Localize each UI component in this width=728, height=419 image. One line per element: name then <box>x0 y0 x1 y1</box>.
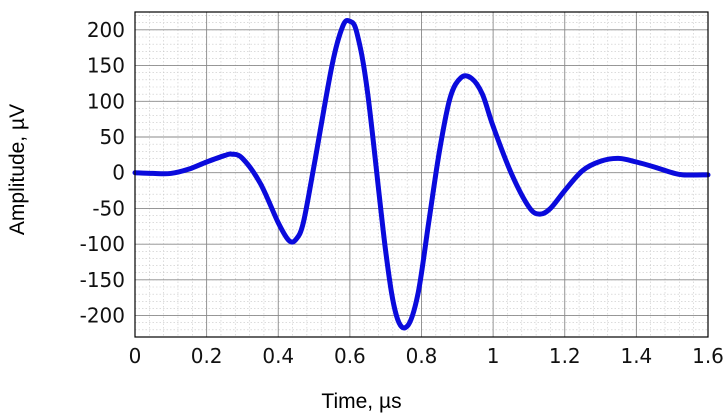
y-tick-label: 200 <box>87 18 125 42</box>
y-tick-label: 150 <box>87 54 125 78</box>
x-tick-label: 0.8 <box>406 344 438 368</box>
y-tick-labels: 200 150 100 50 0 -50 -100 -150 -200 <box>80 18 125 328</box>
y-tick-label: 100 <box>87 89 125 113</box>
y-tick-label: -100 <box>80 232 125 256</box>
series-layer <box>132 17 711 331</box>
y-tick-label: -200 <box>80 304 125 328</box>
x-axis-label: Time, µs <box>321 390 401 413</box>
plot-frame <box>134 11 709 338</box>
y-tick-label: -50 <box>92 196 125 220</box>
y-axis-label: Amplitude, µV <box>6 104 29 235</box>
x-tick-label: 0.2 <box>191 344 223 368</box>
x-tick-label: 1 <box>487 344 500 368</box>
y-tick-label: -150 <box>80 268 125 292</box>
x-tick-label: 1.6 <box>692 344 724 368</box>
x-tick-label: 1.2 <box>549 344 581 368</box>
y-tick-label: 50 <box>100 125 125 149</box>
y-tick-label: 0 <box>112 161 125 185</box>
series-line <box>132 17 711 331</box>
x-tick-label: 1.4 <box>620 344 652 368</box>
x-tick-label: 0.4 <box>262 344 294 368</box>
x-tick-label: 0.6 <box>334 344 366 368</box>
x-tick-labels: 0 0.2 0.4 0.6 0.8 1 1.2 1.4 1.6 <box>129 344 724 368</box>
x-tick-label: 0 <box>129 344 142 368</box>
